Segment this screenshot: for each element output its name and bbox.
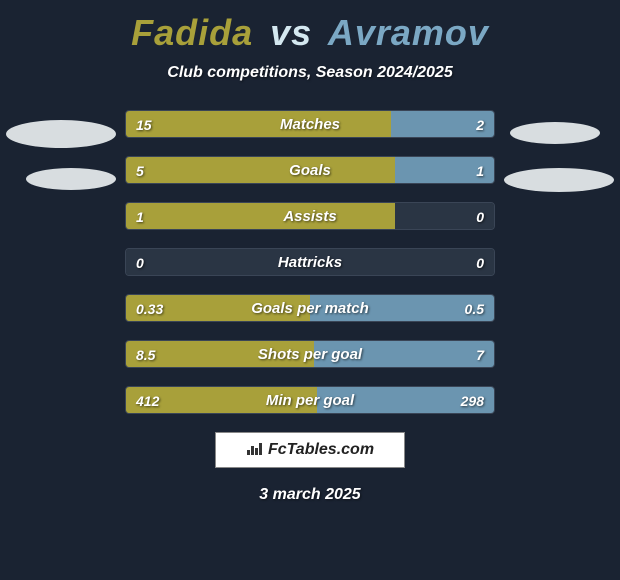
site-badge: FcTables.com xyxy=(215,432,405,468)
comparison-title: Fadida vs Avramov xyxy=(0,0,620,54)
stat-row: 10Assists xyxy=(125,202,495,230)
player1-badge-placeholder xyxy=(26,168,116,190)
stat-label: Min per goal xyxy=(126,387,494,414)
stat-label: Goals per match xyxy=(126,295,494,322)
stat-label: Goals xyxy=(126,157,494,184)
comparison-content: 152Matches 51Goals 10Assists 00Hattricks 0.3… xyxy=(0,110,620,414)
vs-text: vs xyxy=(270,12,312,53)
stat-label: Shots per goal xyxy=(126,341,494,368)
player1-name: Fadida xyxy=(131,12,253,53)
stat-row: 51Goals xyxy=(125,156,495,184)
stat-label: Hattricks xyxy=(126,249,494,276)
player2-photo-placeholder xyxy=(510,122,600,144)
subtitle: Club competitions, Season 2024/2025 xyxy=(0,64,620,82)
stat-row: 0.330.5Goals per match xyxy=(125,294,495,322)
player2-name: Avramov xyxy=(328,12,489,53)
stat-row: 152Matches xyxy=(125,110,495,138)
chart-icon xyxy=(246,441,264,460)
stat-label: Assists xyxy=(126,203,494,230)
player1-photo-placeholder xyxy=(6,120,116,148)
stat-row: 412298Min per goal xyxy=(125,386,495,414)
date-label: 3 march 2025 xyxy=(0,486,620,504)
stat-row: 8.57Shots per goal xyxy=(125,340,495,368)
stat-bars-container: 152Matches 51Goals 10Assists 00Hattricks 0.3… xyxy=(125,110,495,414)
stat-label: Matches xyxy=(126,111,494,138)
player2-badge-placeholder xyxy=(504,168,614,192)
stat-row: 00Hattricks xyxy=(125,248,495,276)
site-name: FcTables.com xyxy=(268,441,374,459)
